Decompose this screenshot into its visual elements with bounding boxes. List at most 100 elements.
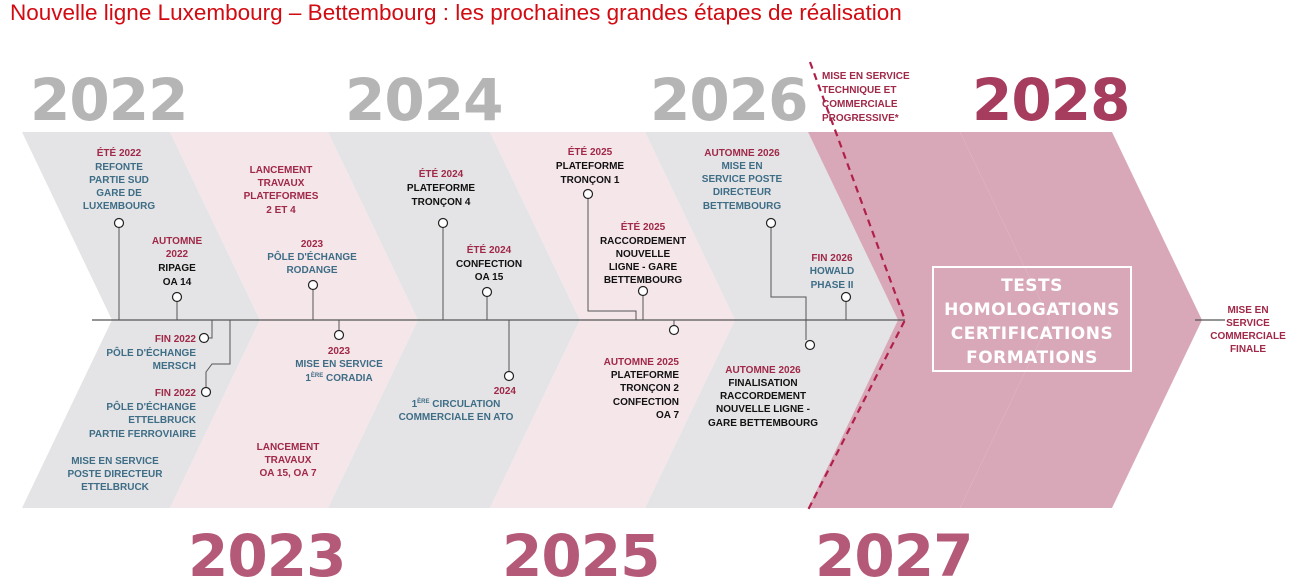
svg-text:MERSCH: MERSCH — [153, 361, 196, 372]
svg-text:FIN 2022: FIN 2022 — [155, 334, 197, 345]
svg-text:PLATEFORME: PLATEFORME — [611, 370, 679, 381]
milestone-ete2024-plateforme: ÉTÉ 2024 PLATEFORME TRONÇON 4 — [407, 167, 475, 208]
svg-text:LANCEMENT: LANCEMENT — [257, 442, 320, 453]
svg-text:NOUVELLE LIGNE -: NOUVELLE LIGNE - — [716, 404, 810, 415]
svg-text:AUTOMNE: AUTOMNE — [152, 236, 203, 247]
year-2023: 2023 — [188, 522, 345, 584]
svg-text:COMMERCIALE: COMMERCIALE — [1210, 331, 1286, 342]
marker-ete2022 — [113, 217, 125, 229]
svg-text:PÔLE D'ÉCHANGE: PÔLE D'ÉCHANGE — [267, 250, 357, 263]
marker-fin2022-ettelbruck — [200, 386, 212, 398]
svg-text:2023: 2023 — [301, 239, 324, 250]
band-2028 — [960, 132, 1202, 508]
svg-text:LIGNE - GARE: LIGNE - GARE — [609, 262, 678, 273]
tests-box-line: HOMOLOGATIONS — [944, 300, 1120, 320]
svg-text:OA 7: OA 7 — [656, 410, 679, 421]
milestone-poste-ettelbruck: MISE EN SERVICE POSTE DIRECTEUR ETTELBRU… — [67, 456, 163, 493]
svg-text:RIPAGE: RIPAGE — [158, 263, 196, 274]
svg-text:2022: 2022 — [166, 249, 189, 260]
svg-text:PÔLE D'ÉCHANGE: PÔLE D'ÉCHANGE — [106, 346, 196, 359]
milestone-lancement-oa: LANCEMENT TRAVAUX OA 15, OA 7 — [257, 442, 320, 479]
tests-box: TESTS HOMOLOGATIONS CERTIFICATIONS FORMA… — [932, 266, 1132, 372]
year-2024: 2024 — [345, 66, 502, 134]
svg-text:1ÈRE CORADIA: 1ÈRE CORADIA — [305, 371, 372, 384]
band-2025-lower — [490, 320, 735, 508]
svg-text:MISE EN SERVICE: MISE EN SERVICE — [295, 359, 383, 370]
marker-fin2022-mersch — [198, 332, 210, 344]
year-2022: 2022 — [30, 66, 187, 134]
svg-text:AUTOMNE 2025: AUTOMNE 2025 — [604, 357, 680, 368]
svg-text:PLATEFORME: PLATEFORME — [407, 183, 475, 194]
svg-text:FINALISATION: FINALISATION — [728, 378, 797, 389]
svg-text:OA 15: OA 15 — [475, 272, 504, 283]
year-2027: 2027 — [815, 522, 972, 584]
svg-text:ÉTÉ 2024: ÉTÉ 2024 — [419, 167, 464, 180]
svg-text:POSTE DIRECTEUR: POSTE DIRECTEUR — [67, 469, 163, 480]
band-2022-lower — [22, 320, 260, 508]
svg-text:DIRECTEUR: DIRECTEUR — [713, 187, 772, 198]
milestone-automne2022: AUTOMNE 2022 RIPAGE OA 14 — [152, 236, 203, 288]
year-2025: 2025 — [502, 522, 659, 584]
svg-text:2024: 2024 — [494, 386, 517, 397]
svg-text:BETTEMBOURG: BETTEMBOURG — [604, 275, 683, 286]
milestone-ete2024-confection: ÉTÉ 2024 CONFECTION OA 15 — [456, 243, 522, 283]
marker-automne2025 — [668, 324, 680, 336]
page-title: Nouvelle ligne Luxembourg – Bettembourg … — [10, 0, 902, 25]
svg-text:MISE EN: MISE EN — [1227, 305, 1268, 316]
band-2023-lower — [170, 320, 418, 508]
svg-text:ÉTÉ 2024: ÉTÉ 2024 — [467, 243, 512, 256]
milestone-fin2022-mersch: FIN 2022 PÔLE D'ÉCHANGE MERSCH — [106, 334, 196, 372]
svg-text:SERVICE POSTE: SERVICE POSTE — [702, 174, 783, 185]
svg-text:PLATEFORME: PLATEFORME — [556, 161, 624, 172]
band-2024-lower — [328, 320, 580, 508]
svg-text:NOUVELLE: NOUVELLE — [616, 249, 671, 260]
svg-text:RACCORDEMENT: RACCORDEMENT — [600, 236, 686, 247]
band-2026-lower — [645, 320, 898, 508]
milestone-lancement-plateformes: LANCEMENT TRAVAUX PLATEFORMES 2 ET 4 — [244, 165, 319, 216]
marker-ete2024-plateforme — [437, 217, 449, 229]
svg-text:ETTELBRUCK: ETTELBRUCK — [128, 415, 197, 426]
marker-rodange — [307, 279, 319, 291]
milestone-ete2025-raccordement: ÉTÉ 2025 RACCORDEMENT NOUVELLE LIGNE - G… — [600, 220, 686, 286]
svg-text:LANCEMENT: LANCEMENT — [250, 165, 313, 176]
svg-text:CONFECTION: CONFECTION — [456, 259, 522, 270]
marker-automne2022 — [171, 291, 183, 303]
milestone-coradia: 2023 MISE EN SERVICE 1ÈRE CORADIA — [295, 346, 383, 384]
svg-text:TECHNIQUE ET: TECHNIQUE ET — [822, 85, 896, 96]
svg-text:FIN 2022: FIN 2022 — [155, 388, 197, 399]
svg-text:COMMERCIALE EN ATO: COMMERCIALE EN ATO — [399, 412, 514, 423]
band-2024-upper — [328, 132, 580, 320]
svg-text:FIN 2026: FIN 2026 — [811, 253, 853, 264]
svg-text:PARTIE FERROVIAIRE: PARTIE FERROVIAIRE — [89, 429, 196, 440]
svg-text:ÉTÉ 2025: ÉTÉ 2025 — [568, 145, 613, 158]
milestone-ato2024: 2024 1ÈRE CIRCULATION COMMERCIALE EN ATO — [399, 386, 517, 423]
svg-text:AUTOMNE 2026: AUTOMNE 2026 — [704, 148, 780, 159]
svg-text:ÉTÉ 2025: ÉTÉ 2025 — [621, 220, 666, 233]
svg-text:MISE EN SERVICE: MISE EN SERVICE — [71, 456, 159, 467]
milestone-mise-en-service-progressive: MISE EN SERVICE TECHNIQUE ET COMMERCIALE… — [822, 71, 910, 124]
milestone-ete2022: ÉTÉ 2022 REFONTE PARTIE SUD GARE DE LUXE… — [83, 146, 155, 212]
marker-ato2024 — [503, 370, 515, 382]
band-2025-upper — [490, 132, 735, 320]
svg-text:ÉTÉ 2022: ÉTÉ 2022 — [97, 146, 142, 159]
marker-ete2025-plateforme — [582, 188, 594, 200]
tests-box-line: TESTS — [1001, 276, 1063, 296]
svg-text:LUXEMBOURG: LUXEMBOURG — [83, 201, 155, 212]
svg-text:SERVICE: SERVICE — [1226, 318, 1270, 329]
svg-text:TRAVAUX: TRAVAUX — [258, 178, 305, 189]
svg-text:TRONÇON 4: TRONÇON 4 — [412, 197, 471, 208]
svg-text:PLATEFORMES: PLATEFORMES — [244, 191, 319, 202]
band-2022-upper — [22, 132, 260, 320]
marker-coradia — [333, 329, 345, 341]
marker-ete2025-raccordement — [637, 285, 649, 297]
milestone-fin2022-ettelbruck: FIN 2022 PÔLE D'ÉCHANGE ETTELBRUCK PARTI… — [89, 388, 197, 440]
svg-text:TRONÇON 2: TRONÇON 2 — [620, 383, 679, 394]
marker-automne2026-poste — [765, 217, 777, 229]
svg-text:ETTELBRUCK: ETTELBRUCK — [81, 482, 150, 493]
svg-text:2023: 2023 — [328, 346, 351, 357]
svg-text:RACCORDEMENT: RACCORDEMENT — [720, 391, 806, 402]
svg-text:PROGRESSIVE*: PROGRESSIVE* — [822, 113, 899, 124]
svg-text:PÔLE D'ÉCHANGE: PÔLE D'ÉCHANGE — [106, 400, 196, 413]
band-2027 — [808, 132, 1050, 508]
tests-box-line: FORMATIONS — [966, 348, 1098, 368]
